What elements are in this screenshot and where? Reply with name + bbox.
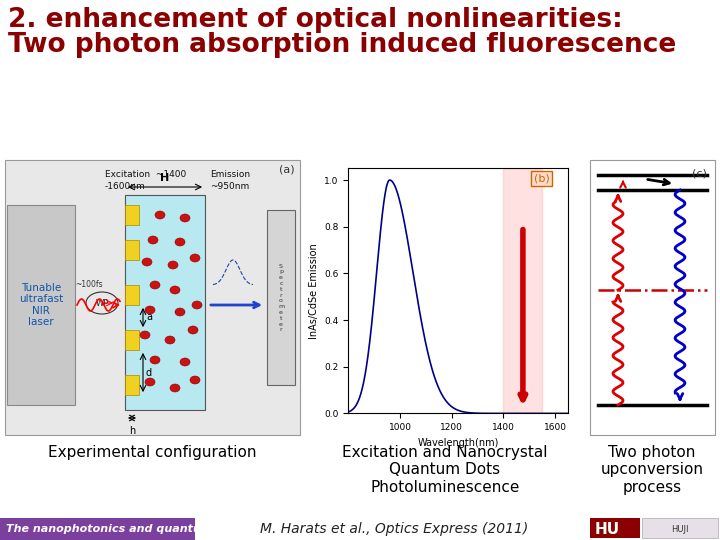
Text: Emission: Emission — [210, 170, 250, 179]
Text: Two photon
upconversion
process: Two photon upconversion process — [600, 445, 703, 495]
Text: H: H — [161, 173, 170, 183]
Bar — [125, 195, 205, 410]
Ellipse shape — [150, 281, 160, 289]
Text: Excitation  ~1400: Excitation ~1400 — [105, 170, 186, 179]
Bar — [125, 375, 139, 395]
Ellipse shape — [142, 258, 152, 266]
Text: M. Harats et al., Optics Express (2011): M. Harats et al., Optics Express (2011) — [260, 522, 528, 536]
Ellipse shape — [190, 254, 200, 262]
Ellipse shape — [188, 326, 198, 334]
Bar — [125, 240, 139, 260]
Ellipse shape — [175, 308, 185, 316]
Text: ~950nm: ~950nm — [210, 182, 249, 191]
Bar — [590, 518, 640, 538]
Ellipse shape — [175, 238, 185, 246]
X-axis label: Wavelength(nm): Wavelength(nm) — [418, 438, 499, 448]
Text: (b): (b) — [534, 173, 549, 183]
Ellipse shape — [155, 211, 165, 219]
Text: The nanophotonics and quantum fluids group: The nanophotonics and quantum fluids gro… — [6, 524, 292, 534]
Text: (a): (a) — [279, 165, 295, 175]
Ellipse shape — [180, 358, 190, 366]
Ellipse shape — [170, 286, 180, 294]
Bar — [590, 160, 715, 435]
Text: WP: WP — [95, 299, 109, 307]
Text: a: a — [146, 313, 152, 322]
Text: Excitation and Nanocrystal
Quantum Dots
Photoluminescence: Excitation and Nanocrystal Quantum Dots … — [342, 445, 548, 495]
Text: Two photon absorption induced fluorescence: Two photon absorption induced fluorescen… — [8, 32, 676, 58]
Text: Experimental configuration: Experimental configuration — [48, 445, 256, 460]
Bar — [267, 210, 295, 385]
Text: S
p
e
c
t
r
o
m
e
t
e
r: S p e c t r o m e t e r — [278, 264, 284, 333]
Text: 2. enhancement of optical nonlinearities:: 2. enhancement of optical nonlinearities… — [8, 7, 623, 33]
Ellipse shape — [180, 214, 190, 222]
Bar — [125, 205, 139, 225]
Text: Tunable
ultrafast
NIR
laser: Tunable ultrafast NIR laser — [19, 282, 63, 327]
Text: HUJI: HUJI — [671, 524, 689, 534]
Text: HU: HU — [595, 522, 620, 537]
Ellipse shape — [145, 378, 155, 386]
Bar — [503, 168, 542, 414]
Bar — [642, 518, 718, 538]
Text: (c): (c) — [692, 168, 707, 178]
Ellipse shape — [148, 236, 158, 244]
Text: h: h — [129, 426, 135, 436]
Bar — [5, 160, 300, 435]
Ellipse shape — [192, 301, 202, 309]
Ellipse shape — [150, 356, 160, 364]
Ellipse shape — [145, 306, 155, 314]
Text: ~100fs: ~100fs — [75, 280, 103, 289]
Text: -1600nm: -1600nm — [105, 182, 145, 191]
Ellipse shape — [170, 384, 180, 392]
Text: d: d — [146, 368, 152, 377]
Ellipse shape — [190, 376, 200, 384]
Bar — [125, 330, 139, 350]
Y-axis label: InAs/CdSe Emission: InAs/CdSe Emission — [309, 243, 318, 339]
Ellipse shape — [168, 261, 178, 269]
Bar — [125, 285, 139, 305]
Bar — [7, 205, 75, 405]
Bar — [0, 518, 195, 540]
Ellipse shape — [165, 336, 175, 344]
Ellipse shape — [140, 331, 150, 339]
